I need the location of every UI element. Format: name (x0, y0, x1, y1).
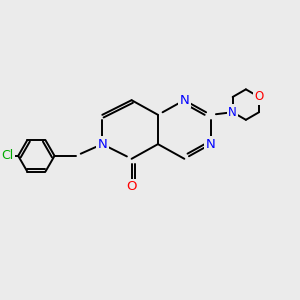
Text: N: N (98, 138, 107, 151)
Text: N: N (179, 94, 189, 107)
Text: O: O (126, 180, 137, 193)
Text: Cl: Cl (1, 149, 13, 162)
Text: N: N (206, 138, 216, 151)
Text: N: N (228, 106, 237, 119)
Text: O: O (254, 91, 264, 103)
